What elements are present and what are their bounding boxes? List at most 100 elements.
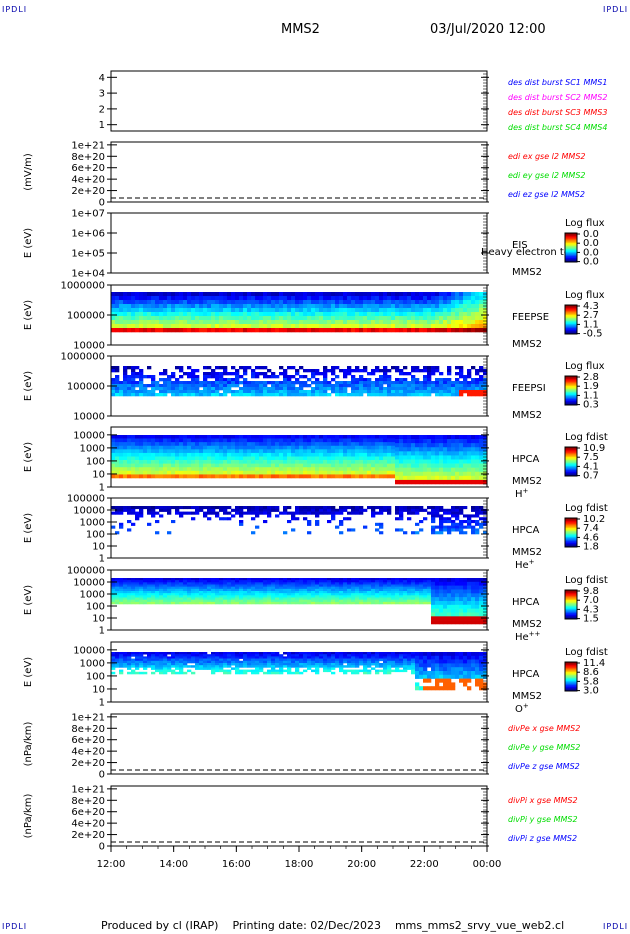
spectrogram-feepse — [111, 292, 488, 333]
spectrogram-hpca-hepp — [111, 578, 488, 625]
y-tick-label: 2 — [99, 104, 105, 115]
y-axis-label: E (eV) — [23, 442, 34, 472]
x-tick-label: 16:00 — [222, 859, 251, 870]
overlay-text: Heavy electron tof — [481, 247, 574, 258]
y-tick-label: 1 — [99, 120, 105, 131]
instrument-label: MMS2 — [512, 619, 542, 630]
instrument-label: MMS2 — [512, 410, 542, 421]
y-tick-label: 2e+20 — [71, 186, 105, 197]
colorbar-frame — [564, 589, 578, 620]
y-tick-label: 8e+20 — [71, 796, 105, 807]
y-tick-label: 100000 — [67, 494, 105, 505]
y-tick-label: 1e+06 — [71, 229, 105, 240]
y-tick-label: 1000 — [80, 590, 105, 601]
y-tick-label: 4e+20 — [71, 747, 105, 758]
legend-entry: des dist burst SC1 MMS1 — [508, 78, 607, 87]
colorbar-title: Log flux — [565, 290, 605, 301]
ion-species-label: O+ — [515, 702, 529, 715]
ion-species-label: H+ — [515, 487, 529, 500]
y-tick-label: 1e+21 — [71, 140, 105, 151]
panel-frame — [110, 212, 488, 274]
ion-species-label: He++ — [515, 630, 541, 643]
colorbar-tick-label: 2.7 — [583, 310, 599, 321]
y-axis-label: E (eV) — [23, 300, 34, 330]
instrument-label: MMS2 — [512, 476, 542, 487]
corner-tag-bottom-left: IPDLI — [2, 922, 28, 931]
y-tick-label: 1e+07 — [71, 209, 105, 220]
colorbar-tick-label: 0.0 — [583, 238, 599, 249]
colorbar-frame — [564, 661, 578, 692]
instrument-label: HPCA — [512, 454, 540, 465]
instrument-label: FEEPSE — [512, 312, 549, 323]
y-tick-label: 2e+20 — [71, 758, 105, 769]
x-tick-label: 14:00 — [159, 859, 188, 870]
spectrogram-feepsi — [111, 366, 488, 397]
y-tick-label: 10000 — [73, 341, 105, 352]
colorbar-tick-label: 7.4 — [583, 523, 599, 534]
instrument-label: MMS2 — [512, 691, 542, 702]
colorbar — [565, 305, 577, 335]
y-tick-label: 1000 — [80, 658, 105, 669]
colorbar — [565, 518, 577, 548]
y-tick-label: 1e+21 — [71, 712, 105, 723]
colorbar-tick-label: 0.3 — [583, 400, 599, 411]
y-tick-label: 10000 — [73, 578, 105, 589]
y-tick-label: 100000 — [67, 311, 105, 322]
y-tick-label: 4e+20 — [71, 819, 105, 830]
colorbar-title: Log fdist — [565, 432, 608, 443]
y-tick-label: 10000 — [73, 412, 105, 423]
y-tick-label: 100000 — [67, 382, 105, 393]
y-tick-label: 10000 — [73, 430, 105, 441]
legend-entry: edi ey gse l2 MMS2 — [508, 171, 586, 180]
spectrogram-hpca-he — [111, 506, 488, 535]
y-tick-label: 1000000 — [60, 352, 105, 363]
colorbar-tick-label: 0.0 — [583, 257, 599, 268]
y-tick-label: 100 — [86, 456, 105, 467]
y-tick-label: 10000 — [73, 645, 105, 656]
colorbar — [565, 233, 577, 263]
instrument-label: HPCA — [512, 597, 540, 608]
colorbar-frame — [564, 232, 578, 263]
colorbar-tick-label: 0.0 — [583, 247, 599, 258]
x-tick-label: 18:00 — [285, 859, 314, 870]
y-tick-label: 100 — [86, 671, 105, 682]
colorbar-tick-label: 11.4 — [583, 658, 605, 669]
colorbar-tick-label: 4.3 — [583, 301, 599, 312]
y-tick-label: 100 — [86, 530, 105, 541]
colorbar-tick-label: 10.2 — [583, 514, 605, 525]
colorbar-tick-label: 9.8 — [583, 586, 599, 597]
y-tick-label: 3 — [99, 89, 105, 100]
legend-entry: divPi y gse MMS2 — [508, 815, 578, 824]
y-tick-label: 8e+20 — [71, 724, 105, 735]
colorbar-tick-label: 7.0 — [583, 595, 599, 606]
colorbar-tick-label: 3.0 — [583, 686, 599, 697]
colorbar-tick-label: 0.7 — [583, 471, 599, 482]
y-tick-label: 1 — [99, 483, 105, 494]
y-tick-label: 1e+04 — [71, 269, 105, 280]
x-tick-label: 20:00 — [347, 859, 376, 870]
colorbar-frame — [564, 304, 578, 335]
instrument-label: MMS2 — [512, 547, 542, 558]
colorbar-tick-label: 4.1 — [583, 461, 599, 472]
panel-frame — [110, 141, 488, 203]
corner-tag-top-left: IPDLI — [2, 5, 28, 14]
colorbar-title: Log flux — [565, 218, 605, 229]
y-tick-label: 4 — [99, 73, 105, 84]
y-tick-label: 1000000 — [60, 281, 105, 292]
colorbar — [565, 447, 577, 477]
y-tick-label: 1000 — [80, 518, 105, 529]
colorbar-tick-label: 1.9 — [583, 381, 599, 392]
y-tick-label: 4e+20 — [71, 175, 105, 186]
colorbar-tick-label: 5.8 — [583, 676, 599, 687]
y-axis-label: E (eV) — [23, 657, 34, 687]
legend-entry: divPe z gse MMS2 — [508, 762, 580, 771]
colorbar-tick-label: 1.5 — [583, 614, 599, 625]
colorbar-tick-label: -0.5 — [583, 329, 603, 340]
panel-frame — [110, 70, 488, 132]
y-tick-label: 6e+20 — [71, 735, 105, 746]
plot-title: MMS2 — [281, 22, 320, 37]
y-axis-label: E (eV) — [23, 585, 34, 615]
y-tick-label: 1 — [99, 626, 105, 637]
y-axis-label: (mV/m) — [23, 153, 34, 191]
